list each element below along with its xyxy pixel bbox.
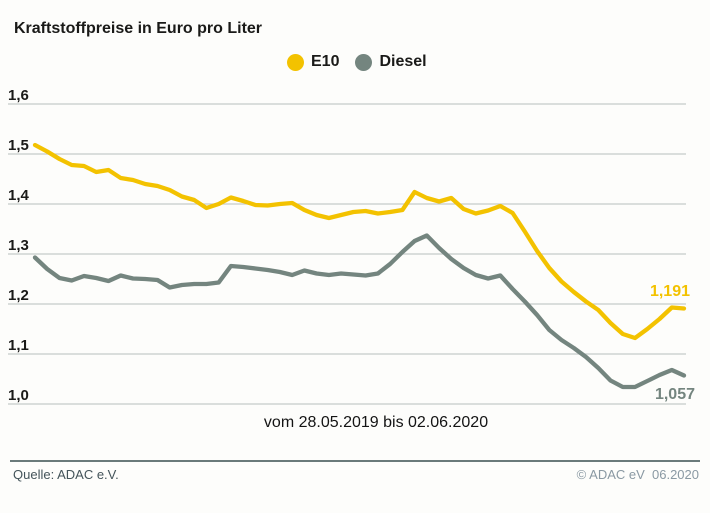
legend-item-diesel: Diesel: [355, 53, 427, 71]
legend-label-e10: E10: [311, 53, 340, 70]
page-title: Kraftstoffpreise in Euro pro Liter: [14, 20, 263, 37]
y-tick-label: 1,1: [8, 337, 29, 354]
diesel-end-value-label: 1,057: [654, 386, 695, 403]
e10-end-value-label: 1,191: [649, 283, 690, 300]
e10-dot-icon: [287, 53, 304, 71]
footer-divider: [10, 460, 700, 462]
series-line-diesel: [32, 233, 687, 390]
footer-source: Quelle: ADAC e.V.: [13, 467, 119, 482]
series-line-e10: [32, 142, 687, 341]
y-tick-label: 1,5: [8, 137, 29, 154]
y-tick-label: 1,0: [8, 387, 29, 404]
y-tick-label: 1,3: [8, 237, 29, 254]
legend-label-diesel: Diesel: [379, 53, 427, 70]
y-tick-label: 1,6: [8, 87, 29, 104]
y-tick-label: 1,4: [8, 187, 29, 204]
x-axis-caption: vom 28.05.2019 bis 02.06.2020: [263, 414, 489, 431]
footer-copyright: © ADAC eV 06.2020: [576, 467, 699, 482]
y-tick-label: 1,2: [8, 287, 29, 304]
legend-item-e10: E10: [287, 53, 339, 71]
legend: E10 Diesel: [287, 53, 427, 71]
diesel-dot-icon: [355, 53, 373, 71]
